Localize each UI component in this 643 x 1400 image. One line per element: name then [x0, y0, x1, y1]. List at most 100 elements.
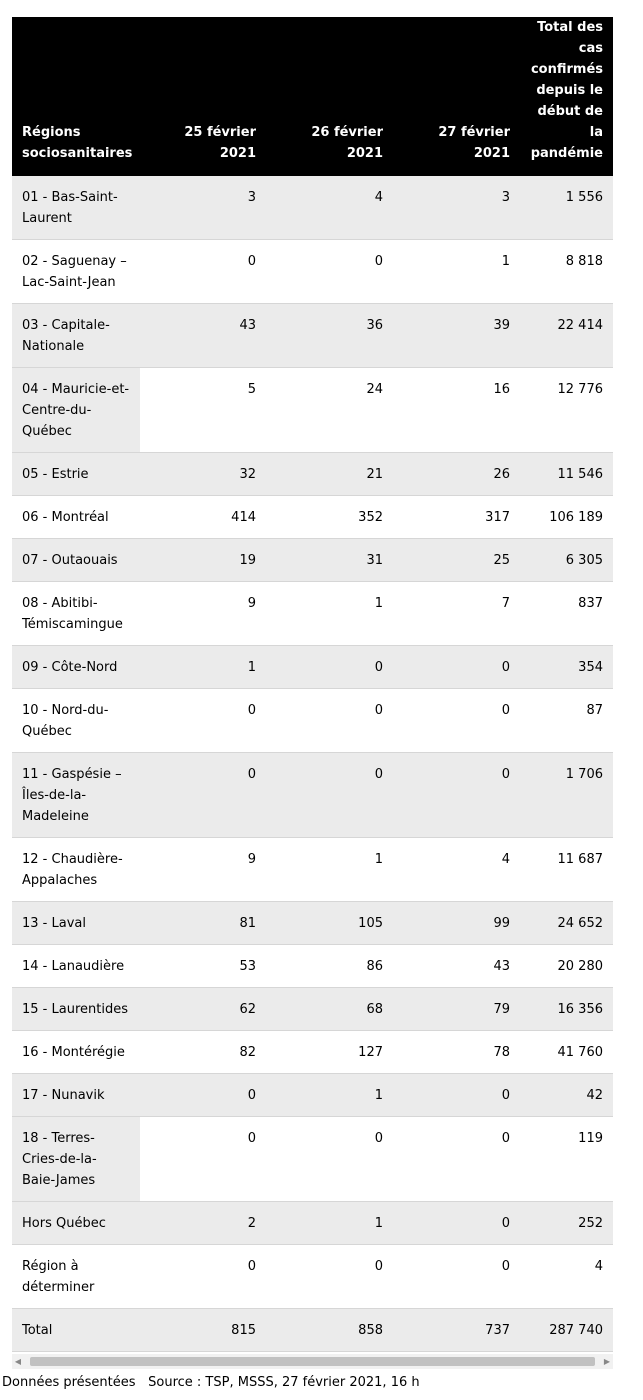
cell-daily-count: 105 — [266, 901, 393, 945]
cell-daily-count: 0 — [140, 1073, 266, 1117]
cell-region: Région à déterminer — [22, 1259, 95, 1295]
cell-daily-count: 7 — [501, 596, 510, 611]
cell-daily-count: 0 — [374, 703, 383, 718]
cell-daily-count: 62 — [140, 987, 266, 1031]
cell-daily-count: 127 — [358, 1045, 383, 1060]
cell-total: 22 414 — [520, 303, 613, 368]
cell-daily-count: 0 — [393, 1073, 520, 1117]
cell-daily-count: 1 — [266, 1201, 393, 1245]
cell-daily-count: 43 — [140, 303, 266, 368]
horizontal-scrollbar[interactable]: ◀ ▶ — [12, 1354, 613, 1369]
cell-region: 07 - Outaouais — [12, 538, 140, 582]
table-row: 05 - Estrie 32 21 26 11 546 — [12, 452, 613, 496]
cell-daily-count: 0 — [393, 752, 520, 838]
scrollbar-thumb[interactable] — [30, 1357, 595, 1366]
cell-daily-count: 0 — [247, 254, 256, 269]
table-row: 15 - Laurentides 62 68 79 16 356 — [12, 987, 613, 1031]
table-row: 17 - Nunavik 0 1 0 42 — [12, 1073, 613, 1117]
table-row: Région à déterminer 0 0 0 4 — [12, 1245, 613, 1309]
cell-daily-count: 0 — [374, 1259, 383, 1274]
cell-daily-count: 81 — [140, 901, 266, 945]
cell-daily-count: 39 — [393, 303, 520, 368]
table-row: Hors Québec 2 1 0 252 — [12, 1201, 613, 1245]
cell-daily-count: 78 — [493, 1045, 510, 1060]
cell-daily-count: 1 — [374, 596, 383, 611]
cell-daily-count: 32 — [140, 452, 266, 496]
table-row: 10 - Nord-du-Québec 0 0 0 87 — [12, 689, 613, 753]
cell-daily-count: 4 — [266, 176, 393, 240]
cell-total: 287 740 — [520, 1308, 613, 1352]
cell-total: 837 — [578, 596, 603, 611]
table-header-row: Régions sociosanitaires 25 février 2021 … — [12, 17, 613, 176]
cell-daily-count: 21 — [266, 452, 393, 496]
cell-daily-count: 858 — [266, 1308, 393, 1352]
cell-daily-count: 0 — [393, 1201, 520, 1245]
cell-total: 252 — [520, 1201, 613, 1245]
cell-total: 42 — [520, 1073, 613, 1117]
cell-region: 05 - Estrie — [12, 452, 140, 496]
table-row: 18 - Terres-Cries-de-la-Baie-James 0 0 0 119 — [12, 1116, 613, 1202]
cell-daily-count: 0 — [501, 703, 510, 718]
cell-daily-count: 352 — [358, 510, 383, 525]
cell-daily-count: 25 — [393, 538, 520, 582]
cell-daily-count: 0 — [266, 645, 393, 689]
cell-total: 24 652 — [520, 901, 613, 945]
cell-region: 08 - Abitibi-Témiscamingue — [22, 596, 123, 632]
cell-daily-count: 1 — [140, 645, 266, 689]
cell-total: 106 189 — [549, 510, 603, 525]
table-footnote: Données présentées Source : TSP, MSSS, 2… — [2, 1374, 632, 1392]
cell-daily-count: 36 — [266, 303, 393, 368]
header-total: Total des cas confirmés depuis le début … — [520, 17, 613, 176]
cell-daily-count: 5 — [140, 367, 266, 453]
cell-daily-count: 3 — [140, 176, 266, 240]
cell-total: 20 280 — [557, 959, 604, 974]
cell-region: 17 - Nunavik — [12, 1073, 140, 1117]
table-row: 02 - Saguenay – Lac-Saint-Jean 0 0 1 8 818 — [12, 240, 613, 304]
cell-daily-count: 0 — [247, 703, 256, 718]
cell-daily-count: 26 — [393, 452, 520, 496]
cell-region: 12 - Chaudière-Appalaches — [22, 852, 123, 888]
cell-daily-count: 0 — [374, 254, 383, 269]
cell-region: 18 - Terres-Cries-de-la-Baie-James — [12, 1116, 140, 1202]
cell-total: 11 546 — [520, 452, 613, 496]
table-row: 08 - Abitibi-Témiscamingue 9 1 7 837 — [12, 582, 613, 646]
table-row: 09 - Côte-Nord 1 0 0 354 — [12, 645, 613, 689]
cell-total: 8 818 — [565, 254, 603, 269]
header-date-1: 25 février 2021 — [140, 17, 266, 176]
cell-daily-count: 0 — [266, 752, 393, 838]
cell-region: 11 - Gaspésie – Îles-de-la-Madeleine — [12, 752, 140, 838]
cell-daily-count: 53 — [239, 959, 256, 974]
cell-total: 87 — [586, 703, 603, 718]
cell-daily-count: 24 — [266, 367, 393, 453]
cell-region: 10 - Nord-du-Québec — [22, 703, 109, 739]
cell-daily-count: 99 — [393, 901, 520, 945]
cell-daily-count: 82 — [239, 1045, 256, 1060]
covid-cases-table: Régions sociosanitaires 25 février 2021 … — [12, 17, 613, 1352]
cell-daily-count: 414 — [231, 510, 256, 525]
cell-region: 03 - Capitale-Nationale — [12, 303, 140, 368]
table-row: 13 - Laval 81 105 99 24 652 — [12, 901, 613, 945]
cell-daily-count: 1 — [374, 852, 383, 867]
table-row: Total 815 858 737 287 740 — [12, 1308, 613, 1352]
cell-daily-count: 3 — [393, 176, 520, 240]
cell-daily-count: 2 — [140, 1201, 266, 1245]
cell-daily-count: 9 — [247, 852, 256, 867]
cell-daily-count: 1 — [501, 254, 510, 269]
cell-region: 06 - Montréal — [22, 510, 109, 525]
cell-daily-count: 737 — [393, 1308, 520, 1352]
table-row: 01 - Bas-Saint-Laurent 3 4 3 1 556 — [12, 176, 613, 240]
cell-region: Hors Québec — [12, 1201, 140, 1245]
cell-daily-count: 31 — [266, 538, 393, 582]
scroll-right-arrow-icon[interactable]: ▶ — [603, 1357, 611, 1366]
cell-daily-count: 0 — [247, 1259, 256, 1274]
cell-region: 14 - Lanaudière — [22, 959, 125, 974]
cell-total: 6 305 — [520, 538, 613, 582]
cell-region: 13 - Laval — [12, 901, 140, 945]
table-row: 03 - Capitale-Nationale 43 36 39 22 414 — [12, 303, 613, 368]
cell-daily-count: 0 — [140, 1116, 266, 1202]
scroll-left-arrow-icon[interactable]: ◀ — [14, 1357, 22, 1366]
cell-daily-count: 43 — [493, 959, 510, 974]
cell-total: 11 687 — [557, 852, 604, 867]
cell-daily-count: 9 — [247, 596, 256, 611]
cell-total: 1 706 — [520, 752, 613, 838]
